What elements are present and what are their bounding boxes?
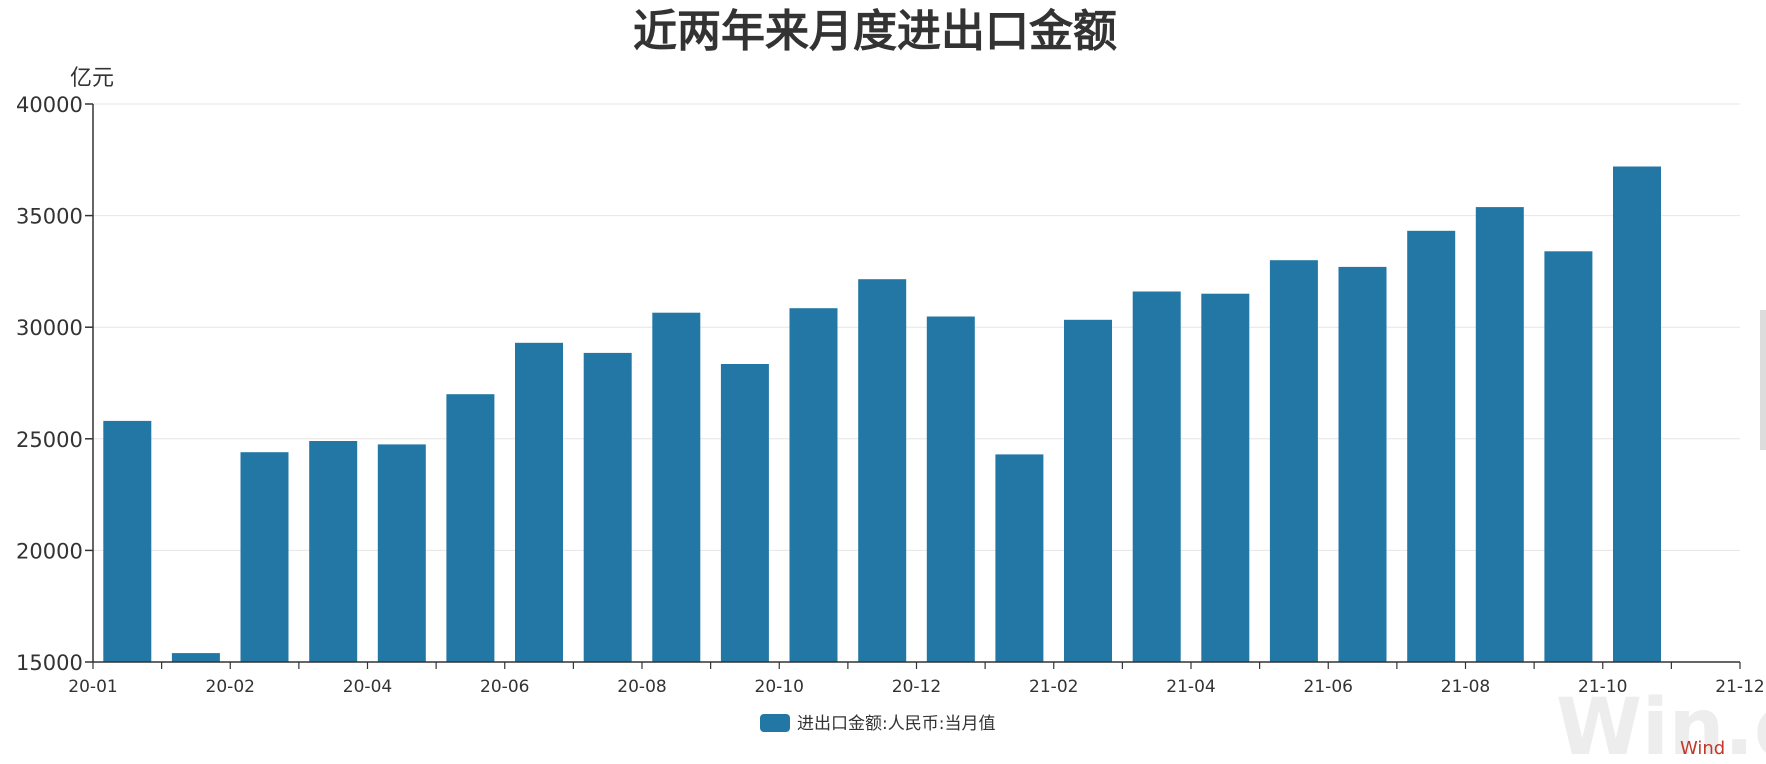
legend[interactable]: 进出口金额:人民币:当月值 — [760, 714, 995, 734]
x-tick-label: 21-12 — [1715, 677, 1764, 697]
bar-20-04[interactable] — [309, 441, 358, 662]
bar-21-01[interactable] — [926, 316, 975, 663]
watermark-logo: Win.d — [1556, 683, 1766, 764]
bar-20-01[interactable] — [103, 420, 152, 662]
bar-21-03[interactable] — [1064, 319, 1112, 662]
bar-20-10[interactable] — [720, 364, 769, 662]
bar-21-07[interactable] — [1338, 266, 1387, 662]
bar-20-08[interactable] — [583, 352, 632, 662]
x-tick-label: 21-10 — [1578, 677, 1627, 697]
bar-20-11[interactable] — [789, 308, 838, 662]
x-tick-label: 20-12 — [892, 677, 941, 697]
x-tick-label: 21-02 — [1029, 677, 1078, 697]
grid-lines — [93, 103, 1740, 551]
x-tick-label: 20-10 — [755, 677, 804, 697]
bars — [103, 166, 1661, 663]
x-tick-label: 21-06 — [1304, 677, 1353, 697]
bar-21-11[interactable] — [1613, 166, 1661, 663]
x-tick-label: 20-04 — [343, 677, 392, 697]
x-tick-label: 20-02 — [206, 677, 255, 697]
bar-21-06[interactable] — [1269, 260, 1318, 662]
y-tick-label: 20000 — [16, 539, 83, 563]
watermark-caption: Wind — [1680, 738, 1725, 759]
y-axis-ticks: 40000 35000 30000 25000 20000 15000 — [16, 93, 93, 675]
legend-swatch — [760, 714, 790, 732]
bar-20-06[interactable] — [446, 394, 495, 662]
x-tick-label: 20-01 — [68, 677, 117, 697]
bar-21-10[interactable] — [1544, 251, 1593, 663]
bar-21-09[interactable] — [1475, 207, 1524, 662]
y-tick-label: 40000 — [16, 93, 83, 117]
chart-title: 近两年来月度进出口金额 — [633, 6, 1117, 57]
bar-20-12[interactable] — [858, 279, 907, 662]
y-tick-label: 25000 — [16, 428, 83, 452]
x-tick-label: 21-04 — [1166, 677, 1215, 697]
bar-21-04[interactable] — [1132, 291, 1181, 663]
x-axis-ticks: 20-01 20-02 20-04 20-06 20-08 20-10 20-12 21-02… — [68, 662, 1765, 697]
x-tick-label: 20-06 — [480, 677, 529, 697]
bar-20-03[interactable] — [240, 452, 289, 662]
legend-label: 进出口金额:人民币:当月值 — [797, 714, 995, 734]
y-axis-unit: 亿元 — [70, 66, 114, 91]
y-tick-label: 30000 — [16, 316, 83, 340]
scroll-edge — [1760, 310, 1766, 450]
bar-20-02[interactable] — [171, 653, 220, 662]
y-tick-label: 15000 — [16, 651, 83, 675]
bar-20-09[interactable] — [652, 312, 701, 662]
bar-21-05[interactable] — [1201, 293, 1250, 662]
bar-21-02[interactable] — [995, 454, 1044, 662]
y-tick-label: 35000 — [16, 205, 83, 229]
x-tick-label: 20-08 — [617, 677, 666, 697]
bar-20-05[interactable] — [377, 444, 426, 662]
bar-20-07[interactable] — [515, 342, 563, 662]
x-tick-label: 21-08 — [1441, 677, 1490, 697]
bar-21-08[interactable] — [1407, 230, 1456, 663]
watermark: Win.d Wind — [1556, 683, 1766, 764]
